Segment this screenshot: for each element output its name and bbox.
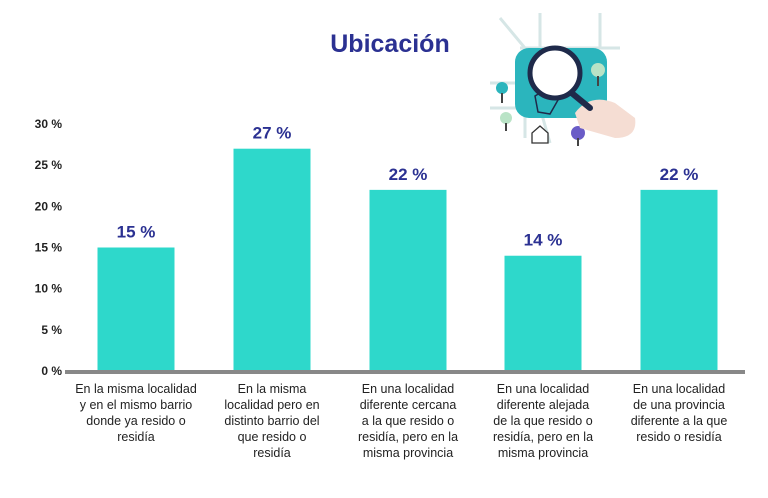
x-category-label: En la misma localidad pero en distinto b… <box>224 382 320 460</box>
bar <box>640 189 718 371</box>
y-tick-label: 5 % <box>41 323 62 337</box>
x-category-label: En la misma localidad y en el mismo barr… <box>75 382 197 444</box>
x-category-label: En una localidad diferente cercana a la … <box>357 382 459 460</box>
data-label: 15 % <box>117 223 156 242</box>
y-tick-label: 10 % <box>35 282 63 296</box>
data-label: 22 % <box>660 165 699 184</box>
chart-title: Ubicación <box>330 30 450 58</box>
y-tick-label: 30 % <box>35 117 63 131</box>
bar <box>504 255 582 371</box>
data-label: 27 % <box>253 124 292 143</box>
magnifying-glass-map-illustration <box>490 13 636 146</box>
data-label: 14 % <box>524 231 563 250</box>
y-tick-label: 20 % <box>35 199 63 213</box>
x-category-label: En una localidad diferente alejada de la… <box>492 382 594 460</box>
data-label: 22 % <box>389 165 428 184</box>
y-tick-label: 25 % <box>35 158 63 172</box>
bar <box>233 148 311 371</box>
x-category-label: En una localidad de una provincia difere… <box>630 382 728 444</box>
y-tick-label: 0 % <box>41 364 62 378</box>
bar <box>369 189 447 371</box>
y-tick-label: 15 % <box>35 241 63 255</box>
bar <box>97 247 175 371</box>
